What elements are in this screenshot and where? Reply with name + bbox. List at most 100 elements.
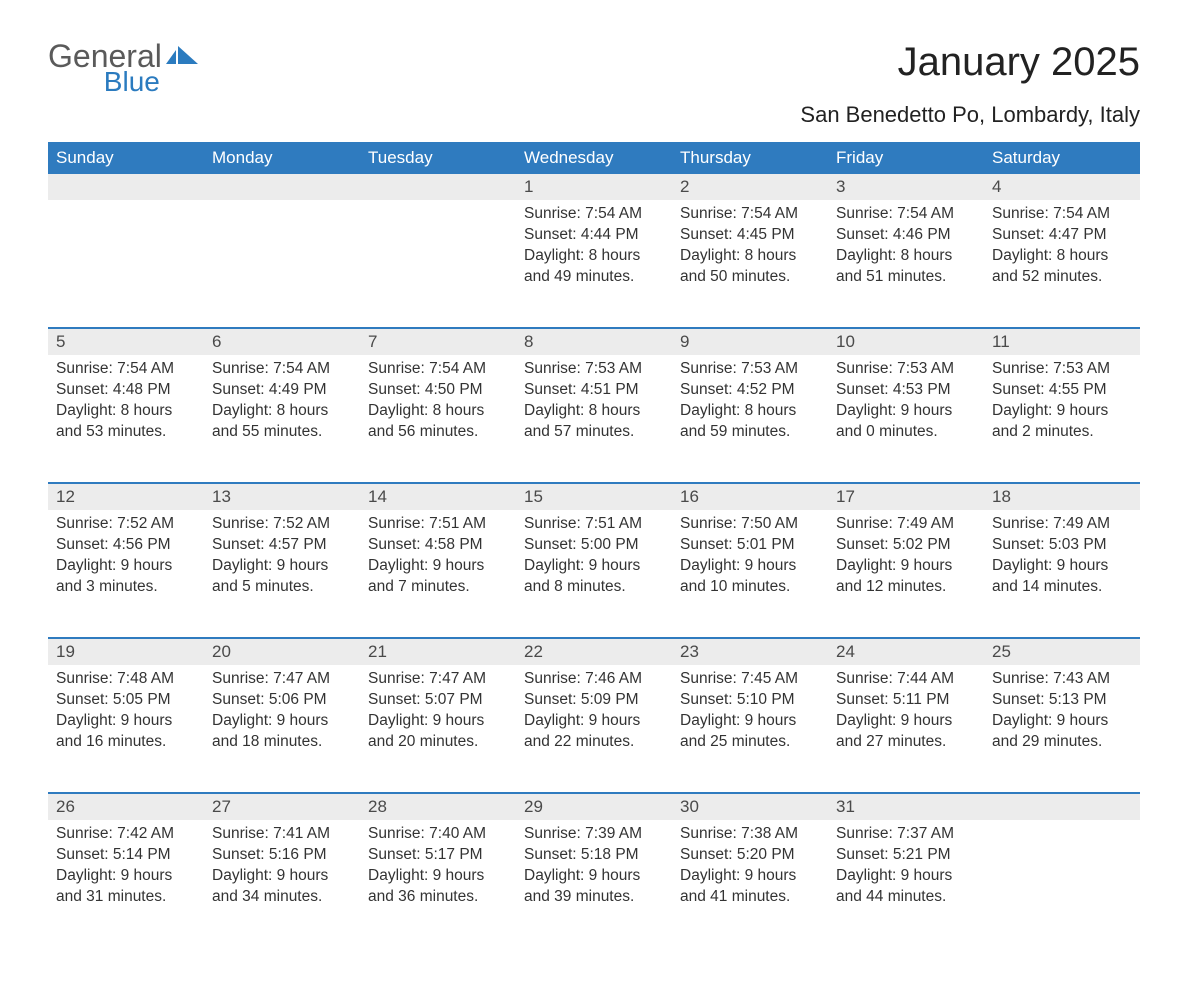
day-content-cell — [984, 820, 1140, 948]
sunrise-text: Sunrise: 7:54 AM — [992, 204, 1132, 225]
daylight-text-2: and 20 minutes. — [368, 732, 508, 753]
sunrise-text: Sunrise: 7:37 AM — [836, 824, 976, 845]
sunrise-text: Sunrise: 7:47 AM — [368, 669, 508, 690]
logo: General Blue — [48, 40, 200, 96]
weekday-header: Thursday — [672, 142, 828, 174]
day-content-cell: Sunrise: 7:38 AMSunset: 5:20 PMDaylight:… — [672, 820, 828, 948]
sunset-text: Sunset: 5:11 PM — [836, 690, 976, 711]
day-content-cell: Sunrise: 7:54 AMSunset: 4:48 PMDaylight:… — [48, 355, 204, 483]
daylight-text-1: Daylight: 9 hours — [56, 866, 196, 887]
daylight-text-2: and 49 minutes. — [524, 267, 664, 288]
sunset-text: Sunset: 4:45 PM — [680, 225, 820, 246]
daylight-text-2: and 10 minutes. — [680, 577, 820, 598]
day-content-cell: Sunrise: 7:40 AMSunset: 5:17 PMDaylight:… — [360, 820, 516, 948]
sunset-text: Sunset: 5:16 PM — [212, 845, 352, 866]
daylight-text-1: Daylight: 8 hours — [680, 401, 820, 422]
day-content-row: Sunrise: 7:48 AMSunset: 5:05 PMDaylight:… — [48, 665, 1140, 793]
day-content-cell: Sunrise: 7:52 AMSunset: 4:57 PMDaylight:… — [204, 510, 360, 638]
day-content-cell: Sunrise: 7:48 AMSunset: 5:05 PMDaylight:… — [48, 665, 204, 793]
day-number-cell: 4 — [984, 174, 1140, 200]
sunrise-text: Sunrise: 7:41 AM — [212, 824, 352, 845]
day-content-cell: Sunrise: 7:54 AMSunset: 4:47 PMDaylight:… — [984, 200, 1140, 328]
sunset-text: Sunset: 5:21 PM — [836, 845, 976, 866]
calendar-table: SundayMondayTuesdayWednesdayThursdayFrid… — [48, 142, 1140, 948]
page-subtitle: San Benedetto Po, Lombardy, Italy — [48, 102, 1140, 128]
daylight-text-1: Daylight: 9 hours — [836, 866, 976, 887]
day-content-cell: Sunrise: 7:39 AMSunset: 5:18 PMDaylight:… — [516, 820, 672, 948]
day-number-cell: 23 — [672, 638, 828, 665]
sunset-text: Sunset: 5:02 PM — [836, 535, 976, 556]
daylight-text-2: and 29 minutes. — [992, 732, 1132, 753]
daylight-text-2: and 55 minutes. — [212, 422, 352, 443]
day-number-cell: 29 — [516, 793, 672, 820]
daylight-text-2: and 56 minutes. — [368, 422, 508, 443]
day-number-cell: 24 — [828, 638, 984, 665]
daylight-text-1: Daylight: 9 hours — [524, 866, 664, 887]
day-content-cell: Sunrise: 7:53 AMSunset: 4:51 PMDaylight:… — [516, 355, 672, 483]
logo-flag-icon — [166, 46, 200, 73]
daylight-text-1: Daylight: 9 hours — [992, 711, 1132, 732]
sunset-text: Sunset: 5:14 PM — [56, 845, 196, 866]
daylight-text-1: Daylight: 9 hours — [212, 866, 352, 887]
weekday-header: Tuesday — [360, 142, 516, 174]
day-content-cell: Sunrise: 7:51 AMSunset: 5:00 PMDaylight:… — [516, 510, 672, 638]
sunset-text: Sunset: 4:44 PM — [524, 225, 664, 246]
sunrise-text: Sunrise: 7:50 AM — [680, 514, 820, 535]
sunrise-text: Sunrise: 7:52 AM — [212, 514, 352, 535]
sunset-text: Sunset: 5:10 PM — [680, 690, 820, 711]
daylight-text-1: Daylight: 9 hours — [524, 711, 664, 732]
sunrise-text: Sunrise: 7:48 AM — [56, 669, 196, 690]
day-number-cell: 22 — [516, 638, 672, 665]
day-content-cell: Sunrise: 7:54 AMSunset: 4:49 PMDaylight:… — [204, 355, 360, 483]
daylight-text-2: and 2 minutes. — [992, 422, 1132, 443]
daylight-text-2: and 52 minutes. — [992, 267, 1132, 288]
day-content-cell: Sunrise: 7:52 AMSunset: 4:56 PMDaylight:… — [48, 510, 204, 638]
day-content-cell: Sunrise: 7:37 AMSunset: 5:21 PMDaylight:… — [828, 820, 984, 948]
daylight-text-2: and 14 minutes. — [992, 577, 1132, 598]
day-content-cell: Sunrise: 7:44 AMSunset: 5:11 PMDaylight:… — [828, 665, 984, 793]
day-content-cell: Sunrise: 7:54 AMSunset: 4:44 PMDaylight:… — [516, 200, 672, 328]
daylight-text-2: and 7 minutes. — [368, 577, 508, 598]
daylight-text-2: and 50 minutes. — [680, 267, 820, 288]
day-number-cell: 28 — [360, 793, 516, 820]
daylight-text-1: Daylight: 8 hours — [56, 401, 196, 422]
day-content-cell — [204, 200, 360, 328]
sunrise-text: Sunrise: 7:49 AM — [836, 514, 976, 535]
daylight-text-2: and 12 minutes. — [836, 577, 976, 598]
day-content-cell: Sunrise: 7:49 AMSunset: 5:03 PMDaylight:… — [984, 510, 1140, 638]
day-content-cell: Sunrise: 7:43 AMSunset: 5:13 PMDaylight:… — [984, 665, 1140, 793]
day-number-cell — [984, 793, 1140, 820]
sunset-text: Sunset: 4:53 PM — [836, 380, 976, 401]
daylight-text-1: Daylight: 8 hours — [524, 246, 664, 267]
daylight-text-2: and 51 minutes. — [836, 267, 976, 288]
day-number-cell: 31 — [828, 793, 984, 820]
day-number-cell: 19 — [48, 638, 204, 665]
daylight-text-2: and 27 minutes. — [836, 732, 976, 753]
day-number-cell — [48, 174, 204, 200]
sunrise-text: Sunrise: 7:53 AM — [680, 359, 820, 380]
sunrise-text: Sunrise: 7:39 AM — [524, 824, 664, 845]
sunset-text: Sunset: 5:18 PM — [524, 845, 664, 866]
weekday-header: Sunday — [48, 142, 204, 174]
sunset-text: Sunset: 4:52 PM — [680, 380, 820, 401]
daylight-text-2: and 22 minutes. — [524, 732, 664, 753]
daylight-text-2: and 41 minutes. — [680, 887, 820, 908]
daylight-text-1: Daylight: 9 hours — [368, 711, 508, 732]
sunrise-text: Sunrise: 7:53 AM — [836, 359, 976, 380]
day-number-cell: 18 — [984, 483, 1140, 510]
day-number-cell: 6 — [204, 328, 360, 355]
day-number-row: 12131415161718 — [48, 483, 1140, 510]
day-content-cell: Sunrise: 7:46 AMSunset: 5:09 PMDaylight:… — [516, 665, 672, 793]
day-number-row: 567891011 — [48, 328, 1140, 355]
sunrise-text: Sunrise: 7:46 AM — [524, 669, 664, 690]
daylight-text-1: Daylight: 9 hours — [368, 866, 508, 887]
daylight-text-1: Daylight: 9 hours — [836, 711, 976, 732]
day-number-cell: 9 — [672, 328, 828, 355]
sunrise-text: Sunrise: 7:51 AM — [524, 514, 664, 535]
day-content-cell: Sunrise: 7:54 AMSunset: 4:45 PMDaylight:… — [672, 200, 828, 328]
daylight-text-1: Daylight: 9 hours — [212, 711, 352, 732]
day-content-cell: Sunrise: 7:47 AMSunset: 5:06 PMDaylight:… — [204, 665, 360, 793]
daylight-text-1: Daylight: 9 hours — [56, 556, 196, 577]
daylight-text-1: Daylight: 9 hours — [212, 556, 352, 577]
sunset-text: Sunset: 5:06 PM — [212, 690, 352, 711]
